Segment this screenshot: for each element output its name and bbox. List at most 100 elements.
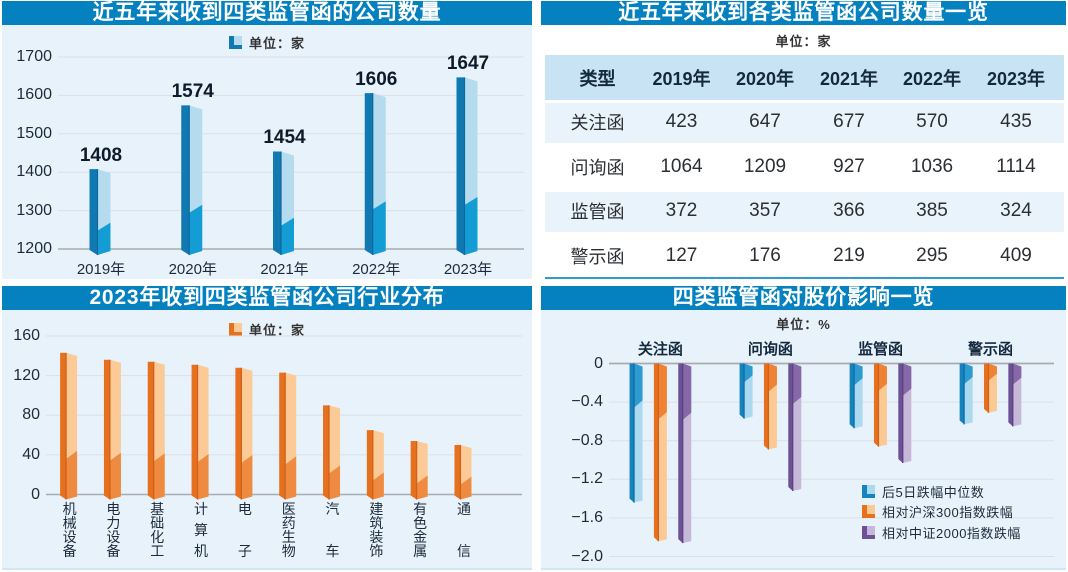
industry-legend-swatch-icon bbox=[228, 322, 242, 336]
yearly-ytick-label: 1600 bbox=[16, 86, 52, 104]
industry-xtick-label: 通信 bbox=[456, 502, 472, 558]
table-value-cell: 570 bbox=[916, 111, 948, 133]
table-header-cell: 2022年 bbox=[902, 68, 962, 89]
table-type-cell: 监管函 bbox=[570, 202, 625, 223]
industry-xtick-char: 机 bbox=[62, 501, 77, 517]
industry-xtick-label: 基础化工 bbox=[149, 502, 165, 558]
impact-bar-警示函-s0-edge bbox=[963, 363, 965, 425]
industry-xtick-char: 设 bbox=[106, 529, 121, 545]
impact-bar-监管函-s1-face-left bbox=[873, 363, 879, 447]
industry-bar-电力设备-face-mid bbox=[109, 452, 121, 500]
industry-bar-通信-face-left bbox=[454, 444, 461, 500]
impact-bar-问询函-s2-face-left bbox=[788, 363, 793, 492]
impact-bar-监管函-s1-edge bbox=[877, 363, 880, 447]
industry-panel-bottom-edge bbox=[2, 568, 532, 570]
swatch-left-face bbox=[228, 35, 234, 49]
table-header-cell: 2020年 bbox=[735, 68, 795, 89]
industry-xtick-char: 通 bbox=[456, 501, 471, 517]
table-type-cell: 问询函 bbox=[570, 157, 625, 178]
impact-ytick-label: −2.0 bbox=[571, 547, 603, 565]
yearly-ytick-label: 1700 bbox=[16, 48, 52, 65]
industry-xtick-char: 物 bbox=[281, 543, 296, 559]
industry-xtick-char: 金 bbox=[413, 529, 428, 545]
industry-chart-svg bbox=[46, 335, 522, 500]
impact-legend: 后5日跌幅中位数 相对沪深300指数跌幅 相对中证2000指数跌幅 bbox=[862, 484, 1062, 546]
table-row: 问询函 1064 1209 927 1036 1114 bbox=[545, 145, 1064, 190]
industry-xtick-char: 有 bbox=[413, 501, 428, 517]
industry-bar-基础化工-edge bbox=[153, 361, 155, 500]
industry-bar-基础化工-face-mid bbox=[153, 453, 165, 500]
industry-bar-医药生物-edge bbox=[284, 372, 286, 500]
yearly-bar-2022年-face-mid bbox=[372, 201, 386, 255]
industry-xtick-char: 础 bbox=[150, 515, 165, 531]
impact-bar-关注函-s2-face-left bbox=[678, 363, 683, 544]
yearly-unit-label: 单位：家 bbox=[248, 35, 305, 51]
yearly-xtick-label: 2019年 bbox=[76, 261, 126, 278]
impact-bar-问询函-s1-face-mid bbox=[768, 363, 777, 392]
yearly-bar-2022年-edge bbox=[372, 93, 374, 255]
impact-bar-警示函-s1-face-left bbox=[983, 363, 989, 413]
impact-legend-swatch-icon bbox=[862, 505, 875, 518]
industry-xtick-char: 械 bbox=[62, 515, 77, 531]
impact-group-label: 警示函 bbox=[967, 341, 1013, 358]
table-type-cell: 警示函 bbox=[570, 246, 625, 267]
industry-bar-有色金属-edge bbox=[415, 441, 418, 500]
swatch-left-face bbox=[862, 484, 867, 498]
industry-bar-电子-face-mid bbox=[241, 454, 253, 500]
swatch-light-face bbox=[233, 35, 242, 45]
panel-yearly-title: 近五年来收到四类监管函的公司数量 bbox=[2, 1, 532, 25]
industry-xtick-char: 电 bbox=[106, 501, 121, 517]
table-value-cell: 127 bbox=[665, 244, 698, 266]
impact-bar-问询函-s2-face-mid bbox=[792, 363, 802, 405]
table-row: 警示函 127 176 219 295 409 bbox=[545, 234, 1064, 279]
industry-bar-汽车-face-left bbox=[323, 405, 330, 500]
industry-bar-汽车-edge bbox=[328, 405, 330, 500]
impact-bar-关注函-s0-edge bbox=[633, 363, 635, 503]
table-header-cell: 2019年 bbox=[652, 68, 711, 89]
industry-xtick-label: 计算机 bbox=[193, 502, 209, 558]
industry-xtick-char: 备 bbox=[62, 543, 77, 559]
industry-bar-建筑装饰-edge bbox=[372, 430, 374, 500]
industry-xtick-label: 汽车 bbox=[325, 502, 341, 558]
impact-unit-row: 单位：% bbox=[541, 316, 1066, 332]
industry-unit-label: 单位：家 bbox=[248, 322, 305, 338]
industry-xtick-char: 生 bbox=[281, 529, 296, 545]
industry-bar-建筑装饰-face-left bbox=[366, 430, 373, 500]
impact-ytick-label: 0 bbox=[594, 354, 603, 372]
table-unit-row: 单位：家 bbox=[541, 33, 1066, 49]
table-value-cell: 176 bbox=[749, 244, 781, 266]
industry-xtick-label: 医药生物 bbox=[281, 502, 297, 558]
table-value-cell: 295 bbox=[916, 244, 948, 266]
industry-bar-计算机-face-left bbox=[191, 364, 198, 500]
industry-ytick-label: 160 bbox=[13, 327, 40, 344]
swatch-left-face bbox=[862, 525, 867, 539]
industry-bar-电子-edge bbox=[240, 367, 242, 500]
impact-legend-swatch-icon bbox=[862, 525, 875, 539]
industry-bar-有色金属-face-mid bbox=[416, 475, 428, 500]
industry-xtick-char: 基 bbox=[150, 501, 165, 517]
impact-bar-关注函-s2-edge bbox=[682, 363, 684, 544]
impact-bar-监管函-s2-edge bbox=[902, 363, 904, 464]
swatch-light-face bbox=[867, 484, 875, 494]
impact-legend-item: 相对沪深300指数跌幅 bbox=[862, 505, 1013, 520]
by-type-table-grid: 类型 2019年 2020年 2021年 2022年 2023年 关注函 423 647 677 5… bbox=[545, 55, 1064, 279]
impact-bar-关注函-s2-face-mid bbox=[682, 363, 692, 420]
industry-bar-基础化工-face-left bbox=[147, 361, 154, 500]
impact-bar-警示函-s1-edge bbox=[987, 363, 990, 413]
industry-xtick-char: 算 bbox=[194, 522, 209, 538]
yearly-chart-svg bbox=[58, 56, 524, 256]
swatch-left-face bbox=[862, 505, 867, 518]
yearly-bar-value-label: 1606 bbox=[355, 69, 398, 91]
table-value-cell: 1036 bbox=[910, 155, 954, 177]
table-value-cell: 409 bbox=[1000, 244, 1032, 266]
swatch-base-face bbox=[867, 534, 875, 539]
impact-bar-监管函-s2-face-mid bbox=[902, 363, 912, 396]
impact-bar-警示函-s1-face-mid bbox=[988, 363, 997, 381]
industry-xtick-label: 机械设备 bbox=[62, 502, 78, 558]
yearly-bar-2020年-face-mid bbox=[189, 204, 203, 255]
swatch-base-face bbox=[233, 44, 242, 49]
industry-xtick-label: 建筑装饰 bbox=[368, 502, 384, 558]
impact-bar-问询函-s1-face-left bbox=[763, 363, 769, 450]
industry-xtick-char: 信 bbox=[456, 543, 471, 559]
impact-bar-监管函-s0-face-mid bbox=[854, 363, 863, 386]
